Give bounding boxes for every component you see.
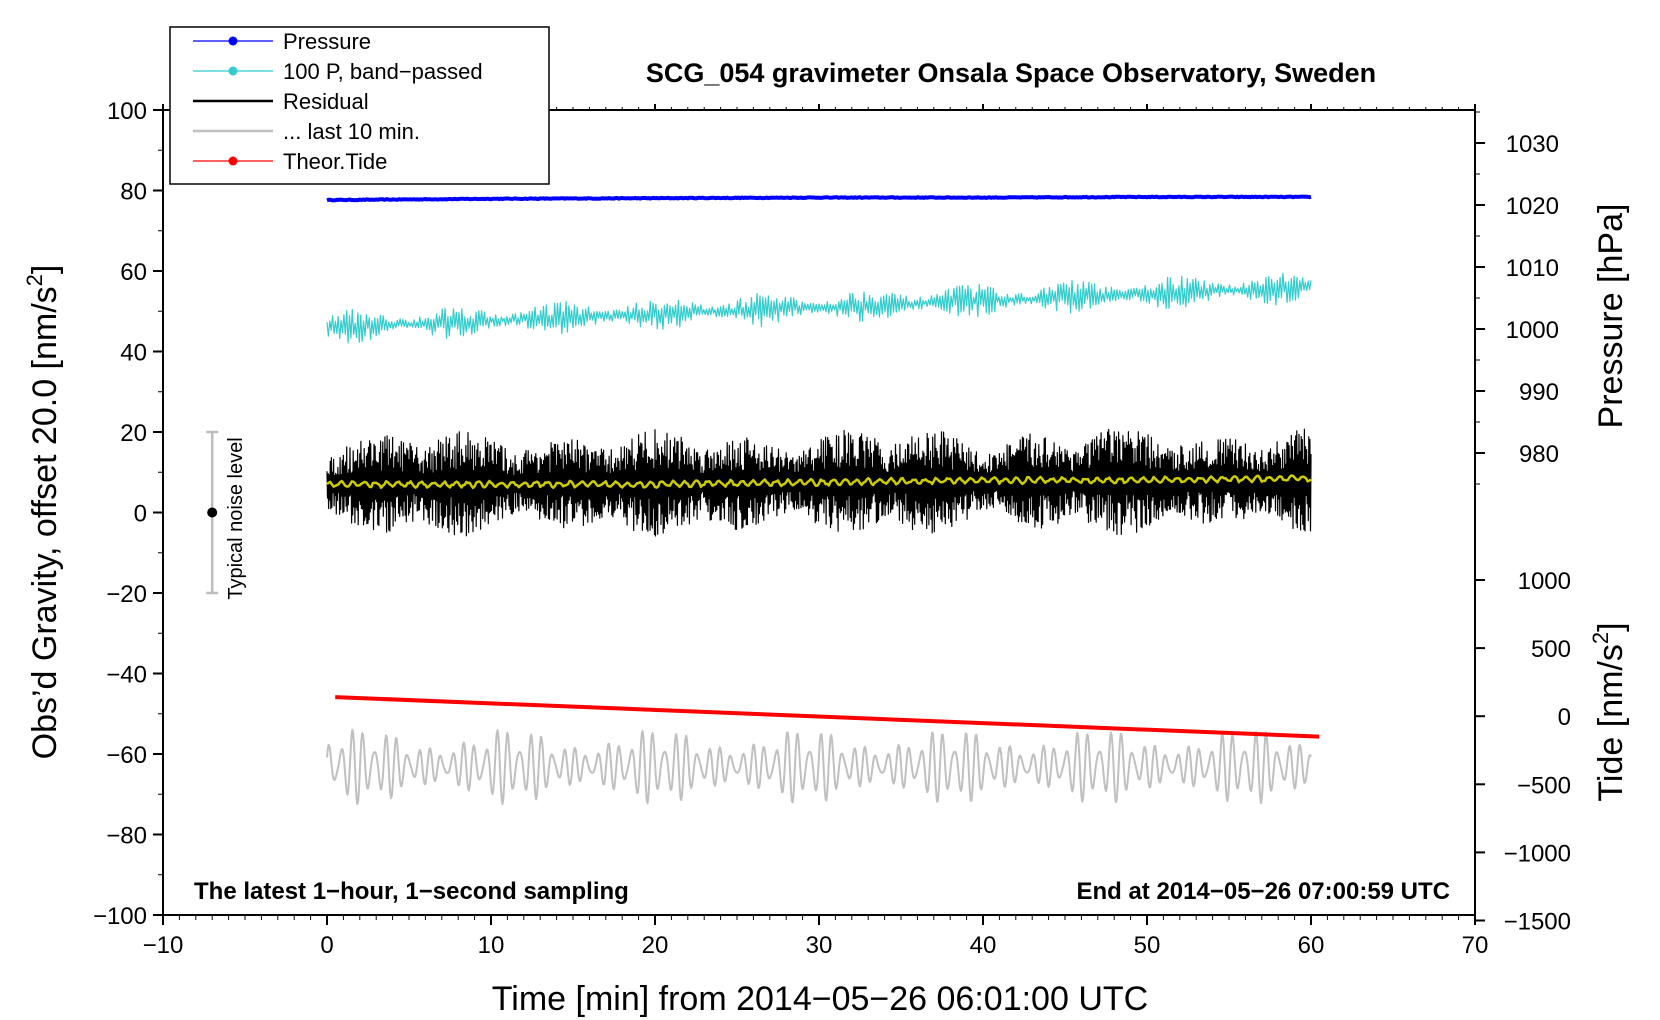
series-residual-smoothed [326, 474, 1312, 490]
legend-label: ... last 10 min. [283, 119, 420, 144]
y-tick-label-left: −100 [93, 903, 147, 930]
y-axis-title-tide-main: Tide [nm/s [1592, 644, 1630, 801]
pressure-tick-label: 1030 [1506, 131, 1559, 158]
tide-tick-label: 0 [1558, 704, 1571, 731]
x-tick-label: 40 [970, 932, 997, 959]
x-tick-label: 20 [642, 932, 669, 959]
legend-swatch-dot [228, 66, 238, 76]
legend-swatch-dot [228, 156, 238, 166]
legend-label: Residual [283, 89, 369, 114]
series-pressure [326, 194, 1312, 203]
y-tick-label-left: −40 [106, 662, 147, 689]
pressure-tick-label: 1020 [1506, 193, 1559, 220]
y-tick-label-left: 80 [120, 179, 147, 206]
x-tick-label: 30 [806, 932, 833, 959]
annotation-right: End at 2014−05−26 07:00:59 UTC [1076, 878, 1450, 905]
tide-tick-label: 500 [1531, 636, 1571, 663]
noise-bar: Typical noise level [206, 430, 247, 600]
pressure-tick-label: 1010 [1506, 255, 1559, 282]
noise-bar-label: Typical noise level [225, 437, 247, 599]
y-tick-label-left: −20 [106, 581, 147, 608]
y-axis-title-left-sup: 2 [22, 274, 47, 286]
series-residual [326, 428, 1312, 537]
tide-tick-label: −500 [1517, 772, 1571, 799]
x-tick-label: −10 [143, 932, 184, 959]
y-axis-title-tide-sup: 2 [1588, 632, 1613, 644]
series-layer [326, 194, 1320, 806]
x-tick-label: 60 [1298, 932, 1325, 959]
pressure-tick-label: 1000 [1506, 317, 1559, 344]
tide-tick-label: −1500 [1504, 909, 1571, 936]
pressure-tick-label: 990 [1519, 379, 1559, 406]
series-100-p-band-passed [326, 272, 1312, 344]
x-axis-title: Time [min] from 2014−05−26 06:01:00 UTC [492, 980, 1148, 1018]
legend: Pressure 100 P, band−passed Residual ... la… [169, 26, 550, 185]
noise-bar-center-dot [207, 507, 218, 518]
chart-title: SCG_054 gravimeter Onsala Space Observat… [646, 58, 1376, 88]
legend-label: Pressure [283, 29, 371, 54]
series-last-10-min [326, 728, 1312, 806]
y-axis-title-tide: Tide [nm/s2] [1588, 622, 1630, 801]
y-tick-label-left: −80 [106, 823, 147, 850]
y-tick-label-left: 60 [120, 259, 147, 286]
legend-items: Pressure 100 P, band−passed Residual ... la… [193, 29, 483, 174]
y-tick-label-left: 40 [120, 340, 147, 367]
legend-swatch-dot [228, 36, 238, 46]
annotation-left: The latest 1−hour, 1−second sampling [194, 878, 629, 905]
series-theor-tide [335, 695, 1320, 739]
y-axis-title-pressure: Pressure [hPa] [1592, 204, 1630, 429]
y-tick-label-left: 20 [120, 420, 147, 447]
y-axis-title-left-main: Obs’d Gravity, offset 20.0 [nm/s [26, 286, 64, 759]
y-tick-label-left: 100 [107, 98, 147, 125]
tide-tick-label: 1000 [1518, 568, 1571, 595]
y-axis-title-left-end: ] [26, 265, 64, 274]
x-tick-label: 0 [320, 932, 333, 959]
legend-label: Theor.Tide [283, 149, 387, 174]
tide-tick-label: −1000 [1504, 840, 1571, 867]
y-tick-label-left: −60 [106, 742, 147, 769]
ticks-layer: −10 0 10 20 30 40 50 60 70100806040200−20−40−60−… [93, 98, 1571, 959]
x-tick-label: 70 [1462, 932, 1489, 959]
y-axis-title-tide-end: ] [1592, 622, 1630, 631]
pressure-tick-label: 980 [1519, 441, 1559, 468]
y-axis-title-left: Obs’d Gravity, offset 20.0 [nm/s2] [22, 265, 64, 760]
x-tick-label: 10 [478, 932, 505, 959]
legend-label: 100 P, band−passed [283, 59, 483, 84]
y-tick-label-left: 0 [134, 501, 147, 528]
x-tick-label: 50 [1134, 932, 1161, 959]
